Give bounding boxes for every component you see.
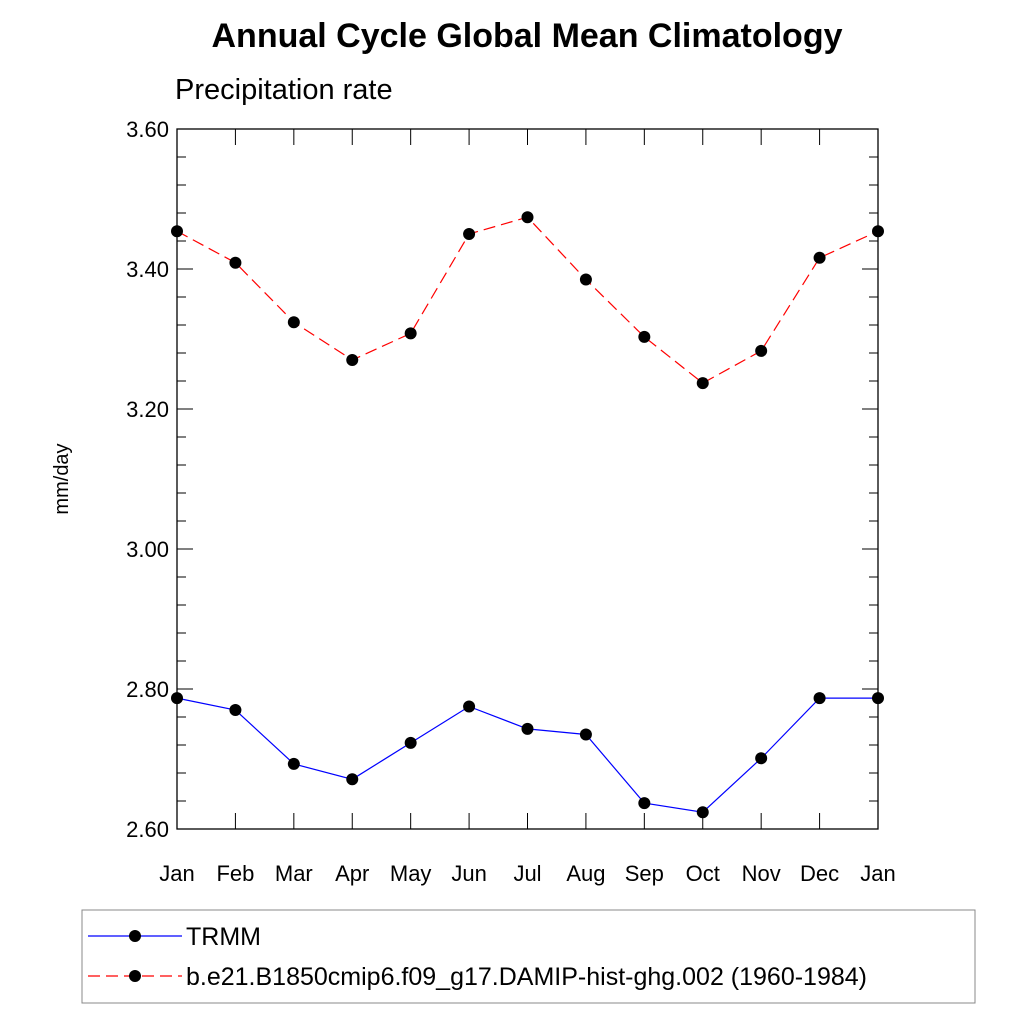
x-tick-label: Aug <box>566 861 605 886</box>
series-1 <box>171 211 884 390</box>
data-point <box>579 728 592 741</box>
legend: TRMM b.e21.B1850cmip6.f09_g17.DAMIP-hist-… <box>81 909 976 1004</box>
data-point <box>813 692 826 705</box>
data-point <box>287 757 300 770</box>
data-point <box>287 316 300 329</box>
data-point <box>229 256 242 269</box>
x-tick-label: Apr <box>335 861 369 886</box>
series-line <box>176 216 879 384</box>
series-layer <box>171 211 884 819</box>
legend-label: TRMM <box>186 923 261 951</box>
x-tick-label: Jan <box>860 861 895 886</box>
y-tick-label: 3.60 <box>126 117 169 142</box>
x-tick-label: May <box>390 861 432 886</box>
data-point <box>872 225 884 238</box>
chart-title: Annual Cycle Global Mean Climatology <box>212 17 843 55</box>
data-point <box>404 327 417 340</box>
data-point <box>463 228 476 240</box>
legend-items: TRMM b.e21.B1850cmip6.f09_g17.DAMIP-hist-… <box>88 923 867 991</box>
y-tick-label: 3.20 <box>126 397 169 422</box>
data-point <box>521 211 534 224</box>
series-line <box>176 697 878 813</box>
y-tick-label: 3.40 <box>126 257 169 282</box>
x-tick-label: Jan <box>159 861 194 886</box>
y-axis-label: mm/day <box>51 443 73 514</box>
data-point <box>171 692 183 705</box>
series-0 <box>171 692 884 819</box>
x-tick-label: Sep <box>625 861 664 886</box>
x-tick-label: Jun <box>451 861 486 886</box>
legend-marker <box>129 970 141 982</box>
x-tick-label: Mar <box>275 861 313 886</box>
data-point <box>813 251 826 264</box>
data-point <box>638 797 651 810</box>
data-point <box>579 273 592 286</box>
x-tick-label: Jul <box>513 861 541 886</box>
x-tick-label: Oct <box>686 861 720 886</box>
data-point <box>696 377 709 390</box>
chart-subtitle: Precipitation rate <box>175 74 393 106</box>
x-axis-ticks: Jan Feb Mar Apr May Jun Jul Aug Sep Oct Nov Dec Jan <box>159 129 896 886</box>
y-tick-label: 3.00 <box>126 537 169 562</box>
data-point <box>171 225 183 238</box>
x-tick-label: Dec <box>800 861 839 886</box>
data-point <box>755 344 768 357</box>
x-tick-label: Nov <box>742 861 781 886</box>
data-point <box>346 773 359 786</box>
legend-box <box>81 909 976 1004</box>
data-point <box>346 354 359 366</box>
data-point <box>696 806 709 819</box>
data-point <box>229 704 242 716</box>
data-point <box>638 330 651 343</box>
legend-label: b.e21.B1850cmip6.f09_g17.DAMIP-hist-ghg.… <box>186 963 867 991</box>
data-point <box>755 752 768 765</box>
y-tick-label: 2.80 <box>126 677 169 702</box>
data-point <box>521 722 534 735</box>
y-axis-ticks: 2.60 2.80 3.00 3.20 3.40 3.60 <box>126 117 878 842</box>
data-point <box>463 700 476 713</box>
legend-marker <box>129 930 141 942</box>
data-point <box>872 692 884 705</box>
y-tick-label: 2.60 <box>126 817 169 842</box>
data-point <box>404 736 417 749</box>
x-tick-label: Feb <box>216 861 254 886</box>
